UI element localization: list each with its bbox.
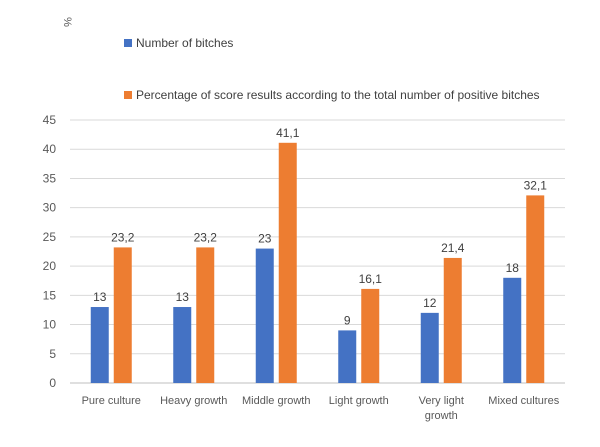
data-label-series-1: 21,4 xyxy=(441,241,465,255)
data-label-series-0: 12 xyxy=(423,296,437,310)
legend-swatch-series-1 xyxy=(124,91,132,99)
data-label-series-1: 32,1 xyxy=(524,178,548,192)
x-tick-label: Heavy growth xyxy=(160,395,227,407)
bar-series-1 xyxy=(443,257,462,383)
y-tick-label: 0 xyxy=(49,376,56,390)
x-tick-label: Very light xyxy=(419,395,464,407)
y-tick-label: 20 xyxy=(43,259,57,273)
y-tick-label: 15 xyxy=(43,288,57,302)
data-label-series-1: 23,2 xyxy=(111,230,135,244)
y-tick-label: 5 xyxy=(49,347,56,361)
legend-item-series-0: Number of bitches xyxy=(124,36,233,50)
data-label-series-1: 41,1 xyxy=(276,126,300,140)
bar-series-1 xyxy=(361,288,380,383)
bar-series-1 xyxy=(526,195,545,383)
data-label-series-0: 13 xyxy=(176,290,190,304)
data-label-series-0: 13 xyxy=(93,290,107,304)
x-tick-label: Pure culture xyxy=(82,395,141,407)
x-tick-label: Light growth xyxy=(329,395,389,407)
bar-series-0 xyxy=(338,330,357,383)
y-tick-label: 10 xyxy=(43,318,57,332)
data-label-series-0: 9 xyxy=(344,313,351,327)
bar-series-0 xyxy=(420,312,439,383)
data-label-series-1: 23,2 xyxy=(194,230,218,244)
y-tick-label: 35 xyxy=(43,171,57,185)
data-label-series-0: 18 xyxy=(506,261,520,275)
bar-series-1 xyxy=(278,142,297,383)
bar-series-0 xyxy=(503,277,522,383)
bar-series-0 xyxy=(90,307,109,383)
x-tick-label: Mixed cultures xyxy=(488,395,559,407)
bar-series-1 xyxy=(196,247,215,383)
y-tick-label: 30 xyxy=(43,201,57,215)
y-tick-label: 25 xyxy=(43,230,57,244)
y-tick-label: 40 xyxy=(43,142,57,156)
bar-series-0 xyxy=(255,248,274,383)
x-tick-label: growth xyxy=(425,410,458,422)
bar-series-0 xyxy=(173,307,192,383)
bar-series-1 xyxy=(113,247,132,383)
legend-item-series-1: Percentage of score results according to… xyxy=(124,88,540,102)
x-tick-label: Middle growth xyxy=(242,395,310,407)
legend-label-series-1: Percentage of score results according to… xyxy=(136,88,540,102)
legend-label-series-0: Number of bitches xyxy=(136,36,234,50)
legend-swatch-series-0 xyxy=(124,39,132,47)
data-label-series-0: 23 xyxy=(258,232,272,246)
y-tick-label: 45 xyxy=(43,113,57,127)
data-label-series-1: 16,1 xyxy=(359,272,383,286)
